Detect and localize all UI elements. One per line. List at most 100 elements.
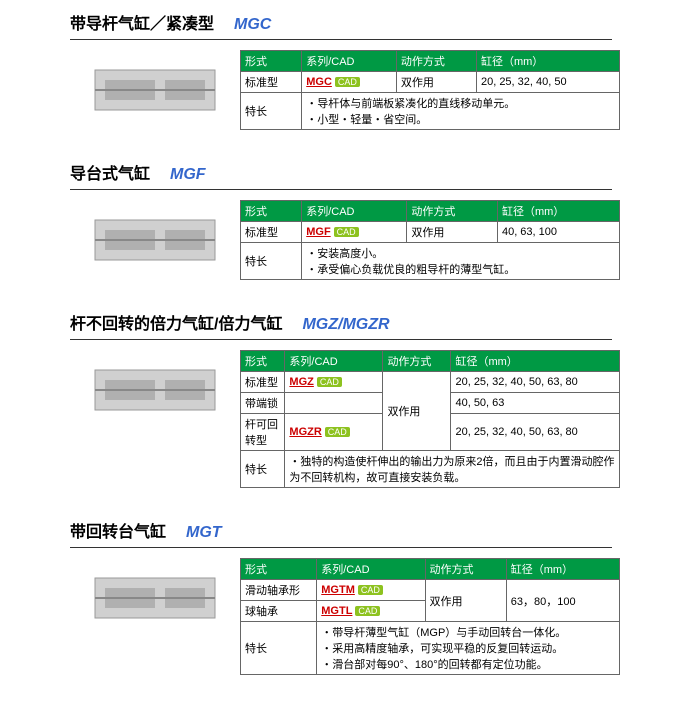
spec-table: 形式系列/CAD动作方式缸径（mm）滑动轴承形MGTMCAD双作用63，80，1…: [240, 558, 620, 675]
col-header: 系列/CAD: [302, 201, 407, 222]
section-title: 带回转台气缸: [70, 518, 166, 542]
feature-label: 特长: [241, 622, 317, 675]
form-cell: 杆可回转型: [241, 414, 285, 451]
col-header: 系列/CAD: [317, 559, 425, 580]
series-link[interactable]: MGC: [306, 76, 332, 88]
action-cell: 双作用: [396, 72, 476, 93]
feature-item: 安装高度小。: [306, 245, 615, 261]
divider: [70, 39, 612, 40]
col-header: 系列/CAD: [285, 351, 383, 372]
feature-row: 特长安装高度小。承受偏心负载优良的粗导杆的薄型气缸。: [241, 243, 620, 280]
col-header: 形式: [241, 351, 285, 372]
product-image: [70, 558, 240, 638]
section-code: MGF: [170, 166, 206, 184]
section-body: 形式系列/CAD动作方式缸径（mm） 标准型 MGZ CAD 双作用20, 25, 32…: [0, 350, 682, 488]
col-header: 形式: [241, 559, 317, 580]
divider: [70, 339, 612, 340]
form-cell: 球轴承: [241, 601, 317, 622]
table-row: 标准型MGCCAD双作用20, 25, 32, 40, 50: [241, 72, 620, 93]
series-cell: [285, 393, 383, 414]
feature-item: 导杆体与前端板紧凑化的直线移动单元。: [306, 95, 615, 111]
series-link[interactable]: MGZR: [289, 426, 321, 438]
col-header: 动作方式: [383, 351, 451, 372]
feature-label: 特长: [241, 451, 285, 488]
series-cell: MGZR CAD: [285, 414, 383, 451]
series-cell: MGF CAD: [302, 222, 407, 243]
feature-item: 采用高精度轴承，可实现平稳的反复回转运动。: [321, 640, 615, 656]
section-code: MGT: [186, 524, 222, 542]
section-code: MGC: [234, 16, 271, 34]
col-header: 动作方式: [407, 201, 498, 222]
col-header: 形式: [241, 201, 302, 222]
col-header: 缸径（mm）: [506, 559, 619, 580]
form-cell: 带端锁: [241, 393, 285, 414]
series-cell: MGTLCAD: [317, 601, 425, 622]
bore-cell: 40, 63, 100: [497, 222, 619, 243]
feature-content: 独特的构造使杆伸出的输出力为原来2倍，而且由于内置滑动腔作为不回转机构，故可直接…: [285, 451, 620, 488]
feature-row: 特长导杆体与前端板紧凑化的直线移动单元。小型・轻量・省空间。: [241, 93, 620, 130]
cad-badge[interactable]: CAD: [355, 606, 380, 616]
feature-row: 特长带导杆薄型气缸（MGP）与手动回转台一体化。采用高精度轴承，可实现平稳的反复…: [241, 622, 620, 675]
spec-table: 形式系列/CAD动作方式缸径（mm） 标准型 MGZ CAD 双作用20, 25, 32…: [240, 350, 620, 488]
form-cell: 标准型: [241, 222, 302, 243]
series-link[interactable]: MGTL: [321, 605, 352, 617]
cad-badge[interactable]: CAD: [317, 377, 342, 387]
section-body: 形式系列/CAD动作方式缸径（mm） 标准型 MGF CAD 双作用40, 63, 10…: [0, 200, 682, 280]
table-row: 标准型MGZCAD双作用20, 25, 32, 40, 50, 63, 80: [241, 372, 620, 393]
feature-item: 滑台部对每90°、180°的回转都有定位功能。: [321, 656, 615, 672]
action-cell: 双作用: [383, 372, 451, 451]
col-header: 缸径（mm）: [497, 201, 619, 222]
col-header: 系列/CAD: [302, 51, 397, 72]
spec-table: 形式系列/CAD动作方式缸径（mm） 标准型 MGF CAD 双作用40, 63, 10…: [240, 200, 620, 280]
feature-content: 安装高度小。承受偏心负载优良的粗导杆的薄型气缸。: [302, 243, 620, 280]
cad-badge[interactable]: CAD: [334, 227, 359, 237]
form-cell: 标准型: [241, 372, 285, 393]
series-cell: MGZ CAD: [285, 372, 383, 393]
section-title: 杆不回转的倍力气缸/倍力气缸: [70, 310, 282, 334]
action-cell: 双作用: [425, 580, 506, 622]
table-row: 滑动轴承形MGTMCAD双作用63，80，100: [241, 580, 620, 601]
bore-cell: 20, 25, 32, 40, 50, 63, 80: [451, 414, 620, 451]
spec-table: 形式系列/CAD动作方式缸径（mm）标准型MGCCAD双作用20, 25, 32…: [240, 50, 620, 130]
product-section: 杆不回转的倍力气缸/倍力气缸 MGZ/MGZR 形式系列/CAD动作方式缸径（mm）…: [0, 310, 682, 488]
series-link[interactable]: MGTM: [321, 584, 355, 596]
section-body: 形式系列/CAD动作方式缸径（mm）标准型MGCCAD双作用20, 25, 32…: [0, 50, 682, 130]
divider: [70, 189, 612, 190]
bore-cell: 40, 50, 63: [451, 393, 620, 414]
feature-content: 导杆体与前端板紧凑化的直线移动单元。小型・轻量・省空间。: [302, 93, 620, 130]
product-section: 带导杆气缸／紧凑型MGC形式系列/CAD动作方式缸径（mm）标准型MGCCAD双…: [0, 10, 682, 130]
cad-badge[interactable]: CAD: [325, 427, 350, 437]
action-cell: 双作用: [407, 222, 498, 243]
bore-cell: 20, 25, 32, 40, 50: [476, 72, 619, 93]
col-header: 缸径（mm）: [476, 51, 619, 72]
feature-label: 特长: [241, 243, 302, 280]
product-image: [70, 200, 240, 280]
col-header: 动作方式: [396, 51, 476, 72]
feature-label: 特长: [241, 93, 302, 130]
table-row: 标准型 MGF CAD 双作用40, 63, 100: [241, 222, 620, 243]
section-title: 导台式气缸: [70, 160, 150, 184]
feature-item: 承受偏心负载优良的粗导杆的薄型气缸。: [306, 261, 615, 277]
bore-cell: 20, 25, 32, 40, 50, 63, 80: [451, 372, 620, 393]
col-header: 缸径（mm）: [451, 351, 620, 372]
divider: [70, 547, 612, 548]
section-body: 形式系列/CAD动作方式缸径（mm）滑动轴承形MGTMCAD双作用63，80，1…: [0, 558, 682, 675]
cad-badge[interactable]: CAD: [358, 585, 383, 595]
form-cell: 标准型: [241, 72, 302, 93]
product-section: 带回转台气缸MGT形式系列/CAD动作方式缸径（mm）滑动轴承形MGTMCAD双…: [0, 518, 682, 675]
feature-content: 带导杆薄型气缸（MGP）与手动回转台一体化。采用高精度轴承，可实现平稳的反复回转…: [317, 622, 620, 675]
bore-cell: 63，80，100: [506, 580, 619, 622]
form-cell: 滑动轴承形: [241, 580, 317, 601]
series-cell: MGCCAD: [302, 72, 397, 93]
col-header: 动作方式: [425, 559, 506, 580]
series-link[interactable]: MGZ: [289, 376, 313, 388]
series-cell: MGTMCAD: [317, 580, 425, 601]
section-title: 带导杆气缸／紧凑型: [70, 10, 214, 34]
feature-row: 特长独特的构造使杆伸出的输出力为原来2倍，而且由于内置滑动腔作为不回转机构，故可…: [241, 451, 620, 488]
section-code: MGZ/MGZR: [302, 316, 389, 334]
series-link[interactable]: MGF: [306, 226, 330, 238]
feature-item: 小型・轻量・省空间。: [306, 111, 615, 127]
feature-item: 独特的构造使杆伸出的输出力为原来2倍，而且由于内置滑动腔作为不回转机构，故可直接…: [289, 453, 615, 485]
cad-badge[interactable]: CAD: [335, 77, 360, 87]
product-section: 导台式气缸MGF形式系列/CAD动作方式缸径（mm）标准型MGFCAD双作用40…: [0, 160, 682, 280]
